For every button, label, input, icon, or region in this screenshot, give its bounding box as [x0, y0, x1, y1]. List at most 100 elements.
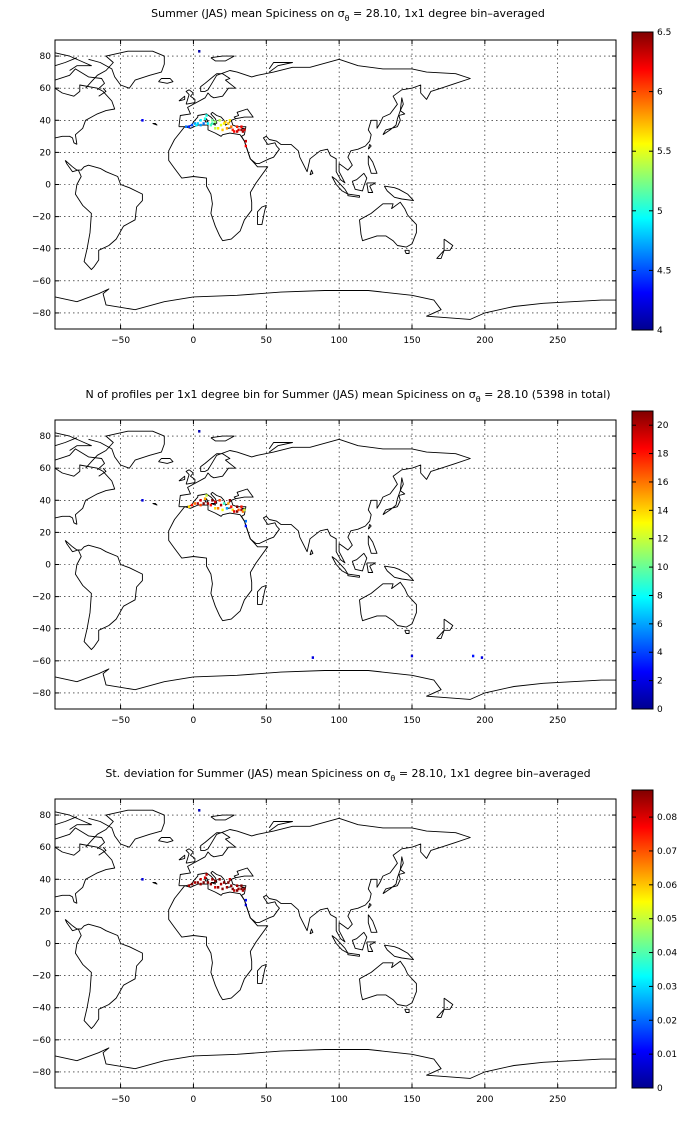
data-cell: [237, 508, 240, 512]
y-tick-label: −60: [32, 277, 51, 287]
colorbar-tick-label: 0.04: [657, 949, 677, 959]
spiciness-map-y-axis: 80 60 40 20 0 −20 −40 −60 −80: [32, 52, 616, 319]
data-cell: [244, 144, 247, 148]
colorbar-tick-label: 4: [657, 326, 663, 336]
data-cell: [233, 510, 236, 513]
coastline: [367, 155, 378, 174]
coastline: [85, 430, 165, 469]
data-cell: [195, 123, 198, 127]
data-cell: [241, 510, 245, 513]
data-cell: [221, 887, 224, 891]
profile-count-colorbar-ticks: 0 2 4 6 8 10 12 14 16 18 20: [632, 421, 669, 715]
data-cell: [202, 122, 205, 125]
data-cell: [237, 128, 240, 132]
data-cell: [217, 127, 220, 130]
y-tick-label: 0: [45, 940, 51, 950]
data-cell: [193, 502, 196, 505]
coastline: [64, 919, 143, 1030]
data-cell: [227, 502, 230, 505]
coastline: [404, 629, 410, 634]
y-tick-label: −40: [32, 625, 51, 635]
coastline: [55, 515, 78, 525]
data-cell: [227, 881, 230, 884]
y-tick-label: −80: [32, 309, 51, 319]
data-cell: [472, 654, 475, 658]
coastline: [152, 123, 158, 126]
colorbar-tick-label: 0.05: [657, 915, 677, 925]
data-cell: [244, 898, 247, 902]
coastline: [204, 118, 209, 123]
coastline: [178, 58, 471, 184]
coastline: [268, 442, 293, 453]
y-tick-label: −20: [32, 972, 51, 982]
coastline: [351, 172, 368, 192]
data-cell: [205, 494, 208, 497]
data-cell: [209, 123, 212, 127]
data-cell: [231, 128, 234, 132]
y-tick-label: 0: [45, 181, 51, 191]
coastline: [347, 573, 360, 578]
coastline: [367, 914, 378, 933]
coastline: [64, 160, 143, 271]
coastline: [359, 201, 417, 248]
colorbar-tick-label: 16: [657, 478, 669, 488]
colorbar-tick-label: 0: [657, 1084, 663, 1094]
x-tick-label: 0: [191, 1095, 197, 1105]
colorbar-tick-label: 20: [657, 421, 669, 431]
data-cell: [233, 130, 236, 133]
data-cell: [225, 127, 229, 130]
data-cell: [214, 127, 217, 130]
data-cell: [221, 128, 224, 132]
data-cell: [205, 114, 208, 117]
colorbar-tick-label: 2: [657, 677, 663, 687]
y-tick-label: −60: [32, 1036, 51, 1046]
coastline: [366, 182, 377, 193]
coastline: [404, 1008, 410, 1013]
coastline: [55, 135, 78, 145]
data-cell: [211, 119, 214, 122]
colorbar-tick-label: 14: [657, 506, 669, 516]
colorbar-tick-label: 4: [657, 648, 663, 658]
data-cell: [141, 119, 144, 122]
coastline: [309, 169, 314, 176]
data-cell: [236, 510, 239, 513]
profile-count-map-x-axis: −50 0 50 100 150 200 250: [111, 420, 567, 726]
data-cell: [190, 503, 194, 507]
y-tick-label: −20: [32, 593, 51, 603]
y-tick-label: 20: [40, 907, 52, 917]
colorbar-tick-label: 18: [657, 450, 669, 460]
colorbar-tick-label: 5.5: [657, 147, 671, 157]
data-cell: [244, 903, 247, 907]
coastline: [185, 89, 196, 105]
coastline: [98, 846, 107, 856]
coastline: [257, 584, 267, 606]
coastline: [366, 941, 377, 952]
data-cell: [217, 886, 220, 889]
data-cell: [206, 881, 210, 884]
coastline: [257, 204, 267, 226]
data-cell: [196, 881, 199, 884]
coastline: [55, 448, 116, 525]
coastline: [382, 869, 406, 895]
x-tick-label: 0: [191, 716, 197, 726]
coastline: [168, 124, 269, 242]
data-cell: [222, 122, 226, 125]
coastline: [347, 193, 360, 198]
colorbar-tick-label: 0.07: [657, 847, 677, 857]
data-cell: [209, 882, 212, 886]
data-cell: [225, 886, 229, 889]
data-cell: [203, 876, 207, 879]
data-cell: [190, 882, 194, 886]
spiciness-map-panel: Summer (JAS) mean Spiciness on σθ = 28.1…: [32, 7, 671, 346]
y-tick-label: 40: [40, 875, 52, 885]
spiciness-map-gridlines: [55, 40, 616, 329]
data-cell: [187, 884, 191, 887]
coastline: [367, 523, 372, 530]
data-cell: [203, 117, 207, 120]
coastline: [85, 809, 165, 848]
x-tick-label: 200: [476, 1095, 493, 1105]
data-cell: [236, 889, 239, 892]
coastline: [185, 848, 196, 864]
coastline: [383, 944, 414, 961]
data-cell: [231, 508, 234, 512]
